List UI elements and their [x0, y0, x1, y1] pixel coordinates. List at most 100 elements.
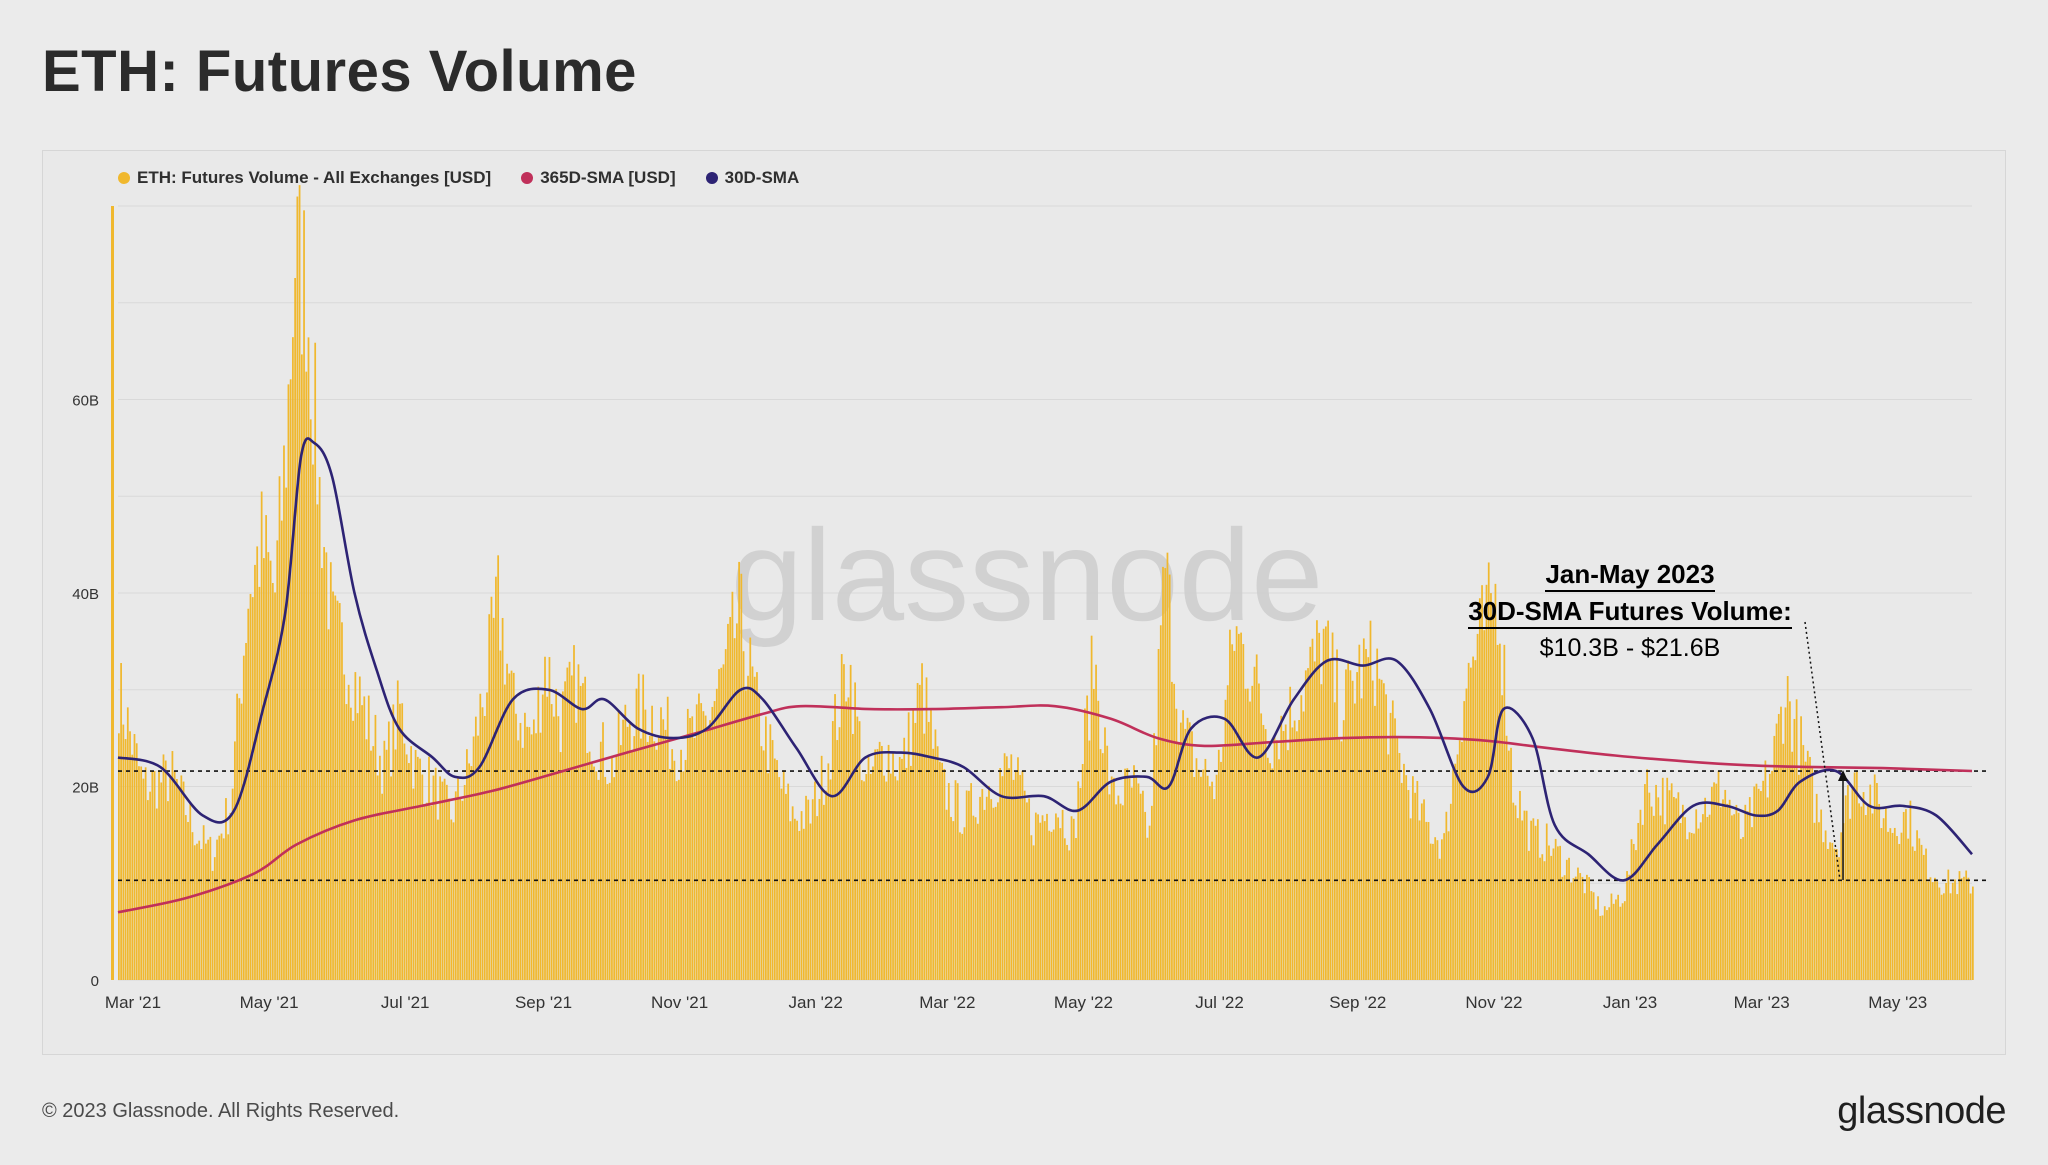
footer-logo[interactable]: glassnode — [1837, 1090, 2006, 1132]
volume-bar — [390, 776, 392, 980]
legend-item-365d-sma[interactable]: 365D-SMA [USD] — [521, 168, 676, 188]
volume-bar — [577, 664, 580, 980]
volume-bar — [1641, 824, 1644, 980]
volume-bar — [1208, 786, 1211, 980]
volume-bar — [834, 694, 836, 980]
volume-bar — [541, 694, 544, 980]
volume-bar — [1748, 797, 1751, 980]
volume-bar — [1621, 903, 1624, 980]
volume-bar — [771, 740, 774, 980]
volume-bar — [524, 712, 526, 980]
x-tick-label: May '23 — [1868, 993, 1927, 1012]
volume-bar — [1233, 650, 1236, 980]
legend-item-30d-sma[interactable]: 30D-SMA — [705, 168, 799, 188]
y-tick-label: 60B — [72, 393, 99, 410]
volume-bar — [1014, 771, 1017, 980]
volume-bar — [1113, 777, 1115, 980]
volume-bar — [1108, 794, 1111, 980]
volume-bar — [381, 793, 383, 980]
volume-bar — [432, 775, 435, 980]
watermark-text: glassnode — [731, 502, 1324, 648]
volume-bar — [1637, 822, 1640, 980]
volume-bar — [1777, 713, 1780, 980]
volume-bar — [401, 703, 404, 980]
volume-bar — [939, 761, 941, 980]
volume-bar — [1374, 705, 1376, 980]
volume-bar — [773, 758, 776, 980]
volume-bar — [1809, 756, 1811, 980]
volume-bar — [968, 790, 970, 980]
volume-bar — [1237, 633, 1240, 980]
volume-bar — [526, 726, 529, 980]
volume-bar — [1706, 816, 1709, 980]
volume-bar — [1318, 632, 1321, 980]
volume-bar — [1548, 845, 1550, 980]
volume-bar — [198, 840, 201, 980]
volume-bar — [1090, 635, 1093, 980]
volume-bar — [1282, 731, 1285, 980]
volume-bar — [176, 779, 178, 980]
volume-bar — [506, 663, 508, 980]
volume-bar — [1048, 830, 1051, 980]
volume-bar — [1385, 694, 1387, 980]
volume-bar — [338, 603, 341, 980]
volume-bar — [1862, 792, 1865, 980]
volume-bar — [858, 721, 861, 980]
volume-bar — [1445, 811, 1448, 980]
volume-bar — [892, 752, 894, 980]
volume-bar — [1222, 746, 1225, 980]
volume-bar — [1253, 666, 1256, 980]
volume-bar — [1059, 828, 1062, 980]
volume-bar — [421, 774, 424, 980]
volume-bar — [1155, 745, 1158, 980]
volume-bar — [1099, 749, 1102, 980]
volume-bar — [635, 688, 638, 980]
volume-bar — [1505, 735, 1508, 980]
volume-bar — [1173, 683, 1176, 980]
volume-bar — [626, 726, 629, 980]
volume-bar — [1630, 839, 1633, 980]
volume-bar — [1768, 773, 1771, 980]
volume-bar — [430, 805, 433, 980]
volume-bar — [925, 677, 928, 980]
volume-bar — [720, 667, 723, 980]
volume-bar — [318, 477, 321, 980]
volume-bar — [1800, 716, 1802, 980]
volume-bar — [1534, 825, 1537, 980]
volume-bar — [1608, 907, 1611, 980]
volume-bar — [1737, 812, 1740, 980]
volume-bar — [1586, 874, 1588, 980]
volume-bar — [1559, 845, 1561, 980]
volume-bar — [173, 770, 176, 980]
volume-bar — [1871, 813, 1874, 980]
volume-bar — [1329, 659, 1332, 980]
volume-bar — [466, 749, 468, 980]
volume-bar — [568, 661, 571, 980]
volume-bar — [1601, 915, 1604, 980]
volume-bar — [742, 651, 745, 980]
volume-bar — [606, 784, 609, 980]
annotation-arrowhead — [1838, 770, 1848, 781]
volume-bar — [211, 870, 214, 980]
footer-copyright: © 2023 Glassnode. All Rights Reserved. — [42, 1100, 400, 1122]
legend-item-futures-volume[interactable]: ETH: Futures Volume - All Exchanges [USD… — [118, 168, 491, 188]
volume-bar — [557, 716, 560, 980]
legend-dot-futures-volume — [118, 172, 130, 184]
volume-bar — [419, 758, 421, 980]
volume-bar — [1376, 648, 1379, 980]
volume-bar — [343, 674, 346, 980]
volume-bar — [267, 552, 270, 980]
volume-bar — [1244, 688, 1247, 980]
volume-bar — [950, 816, 952, 980]
volume-bar — [1782, 743, 1785, 980]
volume-bar — [1322, 628, 1325, 980]
volume-bar — [1744, 804, 1747, 980]
volume-bar — [820, 755, 823, 980]
volume-bar — [1679, 823, 1682, 980]
volume-bar — [910, 765, 912, 980]
volume-bar — [336, 600, 339, 980]
volume-bar — [164, 760, 167, 980]
volume-bar — [1956, 894, 1959, 980]
volume-bar — [539, 732, 542, 980]
volume-bar — [256, 546, 259, 980]
